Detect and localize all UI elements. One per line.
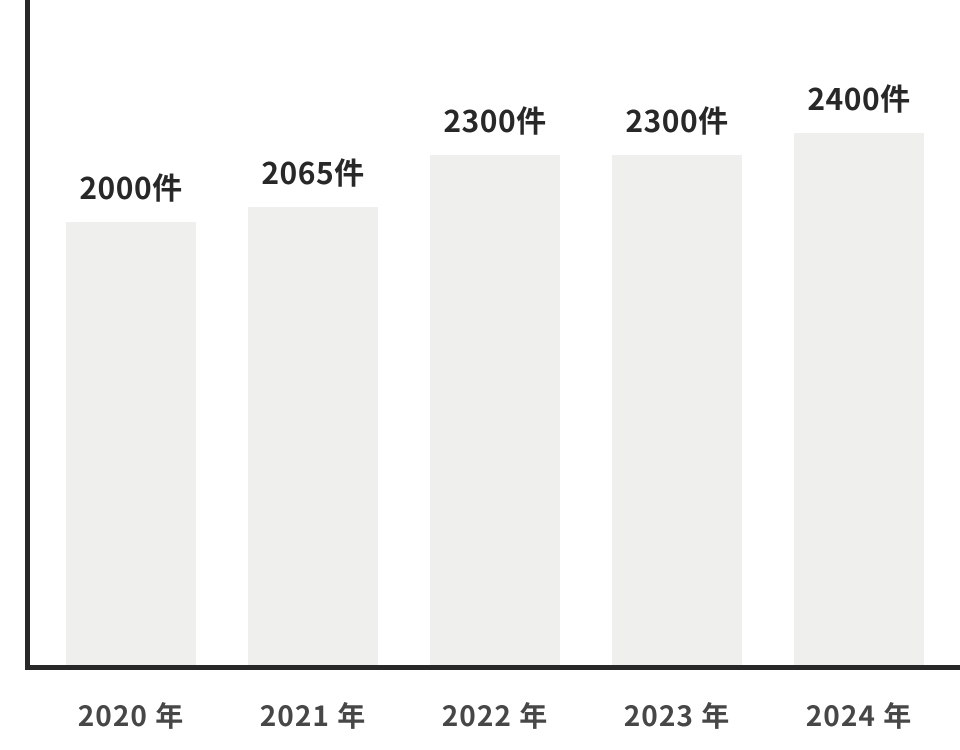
bar-value-label: 2065件 — [261, 149, 364, 193]
bar-value-label: 2000件 — [79, 164, 182, 208]
x-axis-label: 2023 年 — [586, 695, 768, 735]
x-axis-label: 2020 年 — [40, 695, 222, 735]
bars-container: 2000件 2065件 2300件 2300件 2400件 — [30, 0, 960, 665]
bar-slot: 2300件 — [404, 0, 586, 665]
x-axis-label: 2021 年 — [222, 695, 404, 735]
bar — [248, 207, 378, 665]
bar-slot: 2300件 — [586, 0, 768, 665]
bar-slot: 2000件 — [40, 0, 222, 665]
bar-value-label: 2300件 — [443, 97, 546, 141]
plot-area: 2000件 2065件 2300件 2300件 2400件 — [25, 0, 960, 670]
x-axis-label: 2024 年 — [768, 695, 950, 735]
bar-chart: 2000件 2065件 2300件 2300件 2400件 2020 年 — [0, 0, 960, 750]
bar — [430, 155, 560, 665]
bar-slot: 2400件 — [768, 0, 950, 665]
bar — [794, 133, 924, 665]
x-axis-labels: 2020 年 2021 年 2022 年 2023 年 2024 年 — [30, 695, 960, 735]
bar — [612, 155, 742, 665]
bar-slot: 2065件 — [222, 0, 404, 665]
bar-value-label: 2300件 — [625, 97, 728, 141]
bar-value-label: 2400件 — [807, 75, 910, 119]
x-axis-label: 2022 年 — [404, 695, 586, 735]
bar — [66, 222, 196, 665]
